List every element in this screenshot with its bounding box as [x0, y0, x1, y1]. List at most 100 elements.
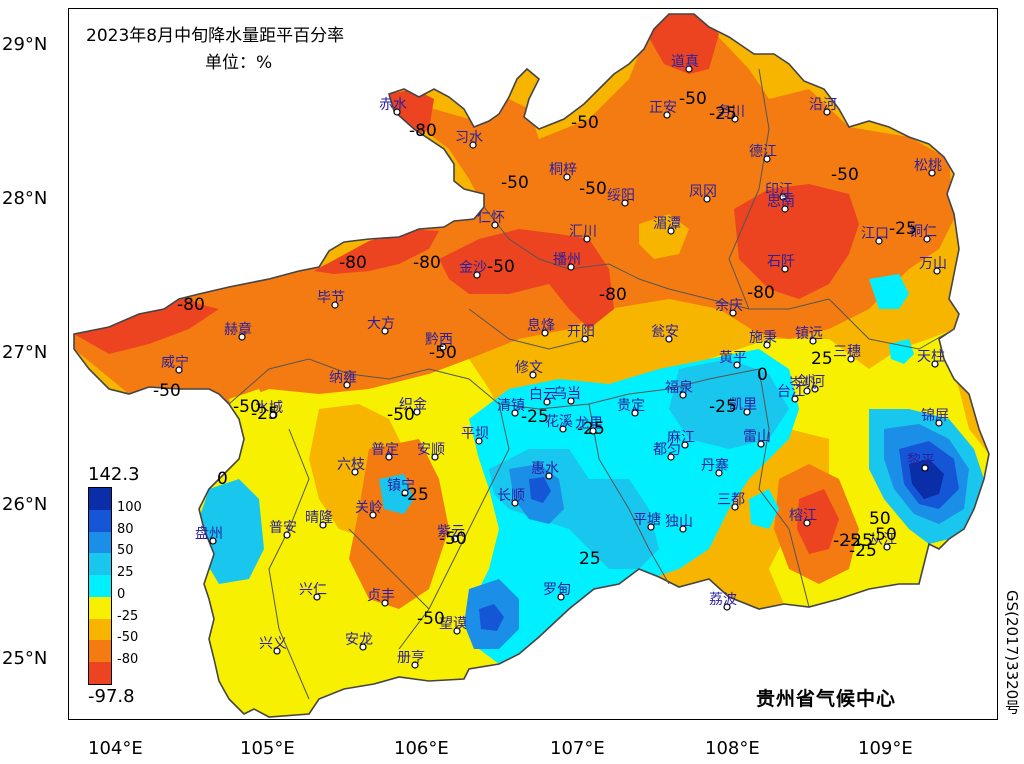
city-label: 务川: [717, 104, 745, 120]
city-label: 六枝: [337, 457, 365, 473]
city-marker: [803, 387, 811, 395]
city-label: 开阳: [567, 324, 595, 340]
legend-level-label: -25: [117, 608, 139, 624]
contour-value-label: -25: [849, 541, 877, 561]
city-label: 习水: [455, 130, 483, 146]
legend-swatch: [89, 662, 111, 684]
legend-level-label: -50: [117, 630, 139, 646]
city-label: 赤水: [379, 97, 407, 113]
city-marker: [175, 366, 183, 374]
map-frame: 道真 赤水 习水 正安 务川 沿河 桐梓 德江 松桃 绥阳 凤冈 印江 仁怀 汇川 湄潭 思南 江口 铜仁 金沙 播州…: [68, 8, 998, 720]
legend-level-label: 50: [117, 543, 134, 559]
legend-swatch: [89, 618, 111, 641]
contour-value-label: -25: [577, 419, 605, 439]
city-marker: [567, 263, 575, 271]
contour-value-label: -25: [833, 531, 861, 551]
city-label: 江口: [861, 226, 889, 242]
city-label: 都匀: [653, 442, 681, 458]
contour-value-label: -50: [571, 113, 599, 133]
contour-value-label: -50: [579, 179, 607, 199]
contour-value-label: -25: [709, 397, 737, 417]
city-label: 平坝: [461, 426, 489, 442]
city-marker: [283, 531, 291, 539]
city-marker: [413, 408, 421, 416]
city-label: 安顺: [417, 442, 445, 458]
contour-value-label: -25: [889, 219, 917, 239]
city-label: 白云: [529, 387, 557, 403]
contour-value-label: 50: [869, 509, 891, 529]
city-label: 晴隆: [305, 510, 333, 526]
city-marker: [729, 309, 737, 317]
city-label: 贵定: [617, 398, 645, 414]
legend-level-label: 25: [117, 565, 134, 581]
city-marker: [933, 267, 941, 275]
city-label: 独山: [665, 514, 693, 530]
city-marker: [931, 360, 939, 368]
city-marker: [209, 537, 217, 545]
city-label: 汇川: [569, 224, 597, 240]
contour-value-label: -25: [709, 104, 737, 124]
contour-value-label: -50: [153, 381, 181, 401]
contour-value-label: 0: [217, 469, 228, 489]
city-marker: [381, 327, 389, 335]
city-label: 普定: [371, 442, 399, 458]
city-marker: [393, 108, 401, 116]
city-label: 松桃: [914, 158, 942, 174]
city-label: 关岭: [355, 500, 383, 516]
city-label: 丹寨: [701, 458, 729, 474]
contour-value-label: -50: [831, 165, 859, 185]
city-label: 锦屏: [921, 408, 949, 424]
city-label: 播州: [553, 252, 581, 268]
legend-swatch: [89, 488, 111, 510]
latitude-tick-label: 25°N: [2, 648, 48, 669]
city-marker: [733, 361, 741, 369]
precipitation-anomaly-map: [73, 13, 990, 718]
legend-swatch: [89, 640, 111, 663]
credit-label: 贵州省气候中心: [756, 688, 897, 710]
city-label: 乌当: [553, 386, 581, 402]
legend-level-label: 0: [117, 586, 126, 602]
city-label: 桐梓: [549, 162, 577, 178]
city-marker: [411, 661, 419, 669]
city-marker: [743, 408, 751, 416]
city-marker: [381, 599, 389, 607]
city-marker: [469, 141, 477, 149]
city-marker: [791, 395, 799, 403]
contour-value-label: -80: [409, 121, 437, 141]
contour-value-label: -80: [599, 285, 627, 305]
city-marker: [269, 411, 277, 419]
contour-value-label: -50: [417, 609, 445, 629]
city-label: 石阡: [767, 254, 795, 270]
city-label: 凯里: [729, 397, 757, 413]
city-label: 大方: [367, 316, 395, 332]
legend-min-value: -97.8: [88, 686, 135, 707]
city-label: 平塘: [633, 512, 661, 528]
city-marker: [647, 523, 655, 531]
city-marker: [567, 397, 575, 405]
longitude-tick-label: 108°E: [705, 738, 760, 759]
city-marker: [313, 593, 321, 601]
city-marker: [663, 111, 671, 119]
city-marker: [511, 409, 519, 417]
city-marker: [781, 205, 789, 213]
city-label: 水城: [255, 400, 283, 416]
city-label: 余庆: [715, 298, 743, 314]
contour-value-label: -50: [501, 173, 529, 193]
city-label: 沿河: [809, 97, 837, 113]
city-label: 湄潭: [653, 216, 681, 232]
city-marker: [453, 627, 461, 635]
map-title: 2023年8月中旬降水量距平百分率: [86, 26, 345, 46]
city-label: 黄平: [719, 350, 747, 366]
city-label: 威宁: [161, 355, 189, 371]
contour-value-label: -50: [487, 257, 515, 277]
city-label: 福泉: [665, 380, 693, 396]
contour-value-label: 25: [579, 549, 601, 569]
city-label: 天柱: [917, 349, 945, 365]
city-marker: [343, 381, 351, 389]
city-marker: [385, 453, 393, 461]
latitude-tick-label: 29°N: [2, 34, 48, 55]
city-label: 凤冈: [689, 184, 717, 200]
city-label: 修文: [515, 360, 543, 376]
contour-value-label: -25: [845, 531, 873, 551]
city-label: 赫章: [224, 322, 252, 338]
